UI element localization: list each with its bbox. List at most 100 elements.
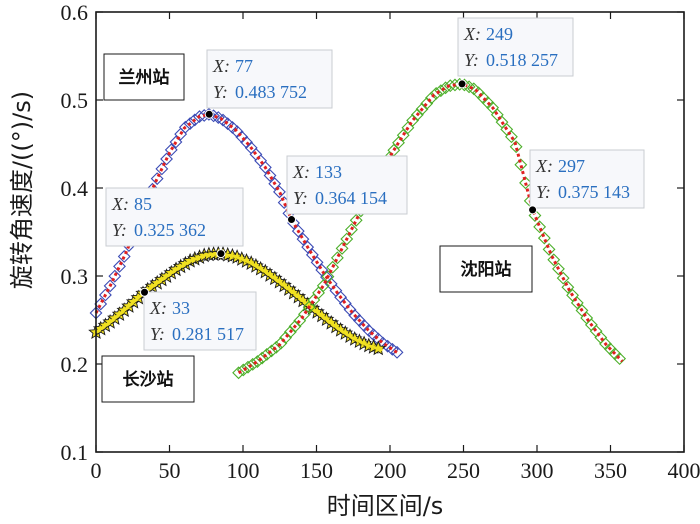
diamond-marker [113, 259, 126, 273]
x-tick-label: 300 [521, 458, 554, 483]
datatip-point [528, 205, 538, 215]
x-tick-label: 200 [374, 458, 407, 483]
datatip: X: 33 Y: 0.281 517 [140, 287, 257, 351]
datatip-box [286, 155, 408, 215]
diamond-marker [514, 158, 528, 172]
diamond-marker [519, 176, 532, 190]
x-tick-label: 350 [594, 458, 627, 483]
diamond-marker [390, 345, 404, 359]
station-label: 沈阳站 [461, 259, 512, 280]
datatip-x-key: X: [149, 298, 167, 318]
datatip-box [143, 291, 257, 351]
datatip-x-key: X: [535, 156, 553, 176]
datatip-x-value: 133 [315, 162, 342, 182]
diamond-marker [340, 232, 354, 246]
datatip-y-value: 0.325 362 [134, 220, 206, 240]
datatip: X: 85 Y: 0.325 362 [105, 187, 244, 259]
datatip: X: 133 Y: 0.364 154 [286, 155, 408, 225]
y-tick-label: 0.2 [61, 352, 89, 377]
datatip-y-value: 0.375 143 [558, 182, 630, 202]
diamond-marker [509, 140, 523, 154]
datatip: X: 249 Y: 0.518 257 [457, 17, 574, 89]
station-label: 兰州站 [119, 67, 170, 88]
datatip-x-key: X: [463, 24, 481, 44]
datatip-y-value: 0.518 257 [486, 50, 558, 70]
station-frame [439, 245, 533, 293]
x-tick-label: 100 [227, 458, 260, 483]
diamond-marker [150, 172, 164, 186]
datatip-box [206, 49, 333, 109]
datatip-y-value: 0.281 517 [172, 324, 244, 344]
diamond-marker [533, 220, 547, 234]
diamond-marker [108, 269, 122, 283]
x-tick-label: 250 [447, 458, 480, 483]
series-line [237, 82, 624, 375]
station-frame [101, 355, 195, 403]
datatip-box [529, 149, 645, 209]
diamond-marker [613, 352, 627, 366]
y-tick-label: 0.6 [61, 0, 89, 25]
datatip-point [216, 249, 226, 259]
x-tick-label: 0 [91, 458, 102, 483]
y-tick-label: 0.4 [61, 176, 89, 201]
datatip-x-value: 297 [558, 156, 585, 176]
datatip-x-key: X: [111, 194, 129, 214]
datatip-y-key: Y: [464, 50, 479, 70]
datatip: X: 297 Y: 0.375 143 [528, 149, 645, 215]
datatip-point [204, 109, 214, 119]
labels-layer: 时间区间/s 旋转角速度/((°)/s) [8, 91, 443, 520]
datatip-box [457, 17, 574, 77]
diamond-marker [254, 154, 268, 168]
diamond-marker [117, 250, 131, 263]
datatip: X: 77 Y: 0.483 752 [204, 49, 333, 119]
diamond-marker [594, 331, 608, 344]
station-box: 沈阳站 [439, 245, 533, 293]
y-axis-label: 旋转角速度/((°)/s) [8, 91, 36, 289]
ticks-layer: 0 50 100 150 200 250 300 350 400 0.1 0.2 0.3 0.4 0.5 0… [61, 0, 700, 483]
x-tick-label: 50 [159, 458, 181, 483]
datatip-y-key: Y: [112, 220, 127, 240]
datatip-x-value: 85 [134, 194, 152, 214]
station-label: 长沙站 [123, 369, 174, 390]
datatip-y-value: 0.364 154 [315, 188, 387, 208]
datatip-y-value: 0.483 752 [235, 82, 307, 102]
y-tick-label: 0.3 [61, 264, 89, 289]
datatip-x-key: X: [212, 56, 230, 76]
diamond-marker [343, 303, 357, 317]
diamond-marker [542, 242, 556, 256]
diamond-marker [580, 311, 594, 325]
diamond-marker [570, 296, 584, 310]
series-line [94, 112, 399, 354]
diamond-marker [352, 314, 366, 327]
diamond-marker [268, 177, 282, 191]
datatip-y-key: Y: [536, 182, 551, 202]
station-frame [103, 53, 185, 101]
diamond-marker [288, 319, 302, 333]
datatip-y-key: Y: [293, 188, 308, 208]
diamond-marker [232, 366, 246, 380]
datatip-point [287, 215, 297, 225]
datatip-point [457, 79, 467, 89]
series-2 [88, 245, 387, 356]
station-box: 长沙站 [101, 355, 195, 403]
datatip-x-value: 77 [235, 56, 253, 76]
series-layer [88, 77, 627, 380]
diamond-marker [301, 240, 315, 254]
diamond-marker [537, 231, 551, 245]
datatip-y-key: Y: [150, 324, 165, 344]
diamond-marker [321, 270, 335, 284]
datatip-box [105, 187, 244, 247]
datatip-x-value: 33 [172, 298, 190, 318]
x-tick-label: 150 [300, 458, 333, 483]
x-axis-label: 时间区间/s [327, 492, 444, 520]
diamond-marker [315, 263, 329, 277]
diamond-marker [258, 160, 272, 174]
diamond-marker [291, 224, 305, 238]
y-tick-label: 0.5 [61, 88, 89, 113]
datatip-x-value: 249 [486, 24, 513, 44]
y-tick-label: 0.1 [61, 440, 89, 465]
diamond-marker [160, 152, 173, 166]
